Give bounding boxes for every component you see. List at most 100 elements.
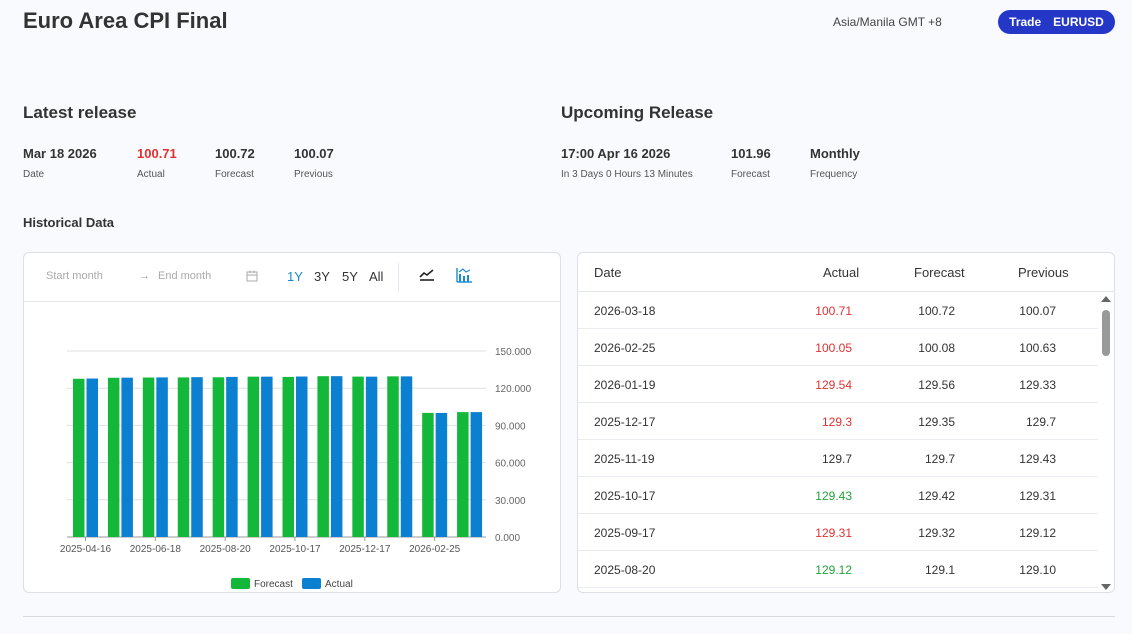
x-tick-label: 2025-04-16 xyxy=(60,544,112,555)
actual-bar xyxy=(261,376,273,537)
range-3y-button[interactable]: 3Y xyxy=(314,269,330,284)
row-actual: 100.05 xyxy=(815,341,852,355)
timezone-label[interactable]: Asia/Manila GMT +8 xyxy=(833,15,942,29)
forecast-bar xyxy=(422,412,434,537)
latest-release-heading: Latest release xyxy=(23,103,137,122)
page-title: Euro Area CPI Final xyxy=(23,8,228,33)
table-row: 2025-12-17 129.3 129.35 129.7 xyxy=(578,403,1100,440)
upcoming-forecast-label: Forecast xyxy=(731,169,770,180)
range-5y-button[interactable]: 5Y xyxy=(342,269,358,284)
table-row: 2026-03-18 100.71 100.72 100.07 xyxy=(578,292,1100,329)
row-forecast: 129.32 xyxy=(918,526,955,540)
row-forecast: 129.1 xyxy=(924,563,955,577)
latest-previous-value: 100.07 xyxy=(294,146,334,161)
trade-button[interactable]: Trade EURUSD xyxy=(998,10,1115,34)
latest-actual-label: Actual xyxy=(137,169,165,180)
table-scrollbar[interactable] xyxy=(1098,292,1114,592)
row-actual: 129.3 xyxy=(821,415,852,429)
table-row: 2026-02-25 100.05 100.08 100.63 xyxy=(578,329,1100,366)
latest-date-value: Mar 18 2026 xyxy=(23,146,97,161)
row-forecast: 100.72 xyxy=(918,304,955,318)
table-row: 2025-08-20 129.12 129.1 129.10 xyxy=(578,551,1100,588)
row-actual: 129.12 xyxy=(815,563,852,577)
table-header-divider xyxy=(578,291,1114,292)
scroll-down-icon[interactable] xyxy=(1101,584,1111,590)
x-tick-label: 2025-08-20 xyxy=(200,544,252,555)
upcoming-frequency: Monthly Frequency xyxy=(810,146,860,180)
history-table: Date Actual Forecast Previous 2026-03-18… xyxy=(577,252,1115,593)
row-forecast: 129.35 xyxy=(918,415,955,429)
forecast-bar xyxy=(107,377,120,537)
chart-card: Start month → End month 1Y 3Y 5Y All 0.0… xyxy=(23,252,561,593)
row-date: 2025-09-17 xyxy=(594,526,656,540)
col-header-forecast: Forecast xyxy=(914,265,965,280)
row-forecast: 129.42 xyxy=(918,489,955,503)
upcoming-forecast-value: 101.96 xyxy=(731,146,771,161)
row-date: 2026-03-18 xyxy=(594,304,656,318)
latest-actual: 100.71 Actual xyxy=(137,146,177,180)
legend-forecast-swatch xyxy=(231,578,250,589)
table-row: 2025-10-17 129.43 129.42 129.31 xyxy=(578,477,1100,514)
actual-bar xyxy=(121,377,133,537)
calendar-icon[interactable] xyxy=(246,270,258,282)
row-forecast: 129.56 xyxy=(918,378,955,392)
historical-data-heading: Historical Data xyxy=(23,215,115,230)
actual-bar xyxy=(400,376,413,537)
latest-date: Mar 18 2026 Date xyxy=(23,146,97,180)
range-all-button[interactable]: All xyxy=(369,269,384,284)
row-actual: 129.43 xyxy=(815,489,852,503)
actual-bar xyxy=(191,377,203,537)
row-previous: 129.33 xyxy=(1019,378,1056,392)
start-month-input[interactable]: Start month xyxy=(46,270,103,282)
col-header-date: Date xyxy=(594,265,622,280)
row-date: 2025-10-17 xyxy=(594,489,656,503)
chart-toolbar: Start month → End month 1Y 3Y 5Y All xyxy=(24,253,560,302)
actual-bar xyxy=(365,376,378,537)
scroll-thumb[interactable] xyxy=(1102,310,1110,356)
actual-bar xyxy=(296,376,308,537)
line-chart-icon[interactable] xyxy=(417,265,437,285)
upcoming-datetime: 17:00 Apr 16 2026 In 3 Days 0 Hours 13 M… xyxy=(561,146,693,180)
trade-label: Trade xyxy=(1009,15,1042,29)
forecast-bar xyxy=(212,377,225,537)
end-month-input[interactable]: End month xyxy=(158,270,212,282)
row-previous: 129.43 xyxy=(1019,452,1056,466)
upcoming-countdown: In 3 Days 0 Hours 13 Minutes xyxy=(561,169,693,180)
table-row: 2026-01-19 129.54 129.56 129.33 xyxy=(578,366,1100,403)
row-previous: 129.10 xyxy=(1019,563,1056,577)
latest-forecast-value: 100.72 xyxy=(215,146,255,161)
legend-actual-label: Actual xyxy=(325,579,353,590)
row-date: 2025-08-20 xyxy=(594,563,656,577)
upcoming-frequency-value: Monthly xyxy=(810,146,860,161)
y-tick-label: 30.000 xyxy=(495,496,526,507)
latest-previous-label: Previous xyxy=(294,169,333,180)
forecast-bar xyxy=(387,376,399,537)
latest-forecast: 100.72 Forecast xyxy=(215,146,255,180)
actual-bar xyxy=(470,412,483,537)
actual-bar xyxy=(156,377,168,537)
legend-actual-swatch xyxy=(302,578,321,589)
row-actual: 100.71 xyxy=(815,304,852,318)
row-previous: 129.31 xyxy=(1019,489,1056,503)
row-actual: 129.7 xyxy=(821,452,852,466)
actual-bar xyxy=(86,378,98,537)
row-date: 2026-02-25 xyxy=(594,341,656,355)
upcoming-datetime-value: 17:00 Apr 16 2026 xyxy=(561,146,671,161)
latest-forecast-label: Forecast xyxy=(215,169,254,180)
bottom-divider xyxy=(23,616,1115,617)
scroll-up-icon[interactable] xyxy=(1101,296,1111,302)
upcoming-forecast: 101.96 Forecast xyxy=(731,146,771,180)
y-tick-label: 60.000 xyxy=(495,459,526,470)
forecast-bar xyxy=(282,376,294,537)
row-previous: 100.63 xyxy=(1019,341,1056,355)
forecast-bar xyxy=(177,377,190,537)
x-tick-label: 2025-06-18 xyxy=(130,544,182,555)
bar-chart-icon[interactable] xyxy=(454,265,474,285)
range-1y-button[interactable]: 1Y xyxy=(287,269,303,284)
trade-symbol: EURUSD xyxy=(1053,15,1104,29)
forecast-bar xyxy=(247,376,260,537)
row-previous: 129.12 xyxy=(1019,526,1056,540)
x-tick-label: 2026-02-25 xyxy=(409,544,461,555)
y-tick-label: 0.000 xyxy=(495,533,520,544)
y-tick-label: 90.000 xyxy=(495,421,526,432)
